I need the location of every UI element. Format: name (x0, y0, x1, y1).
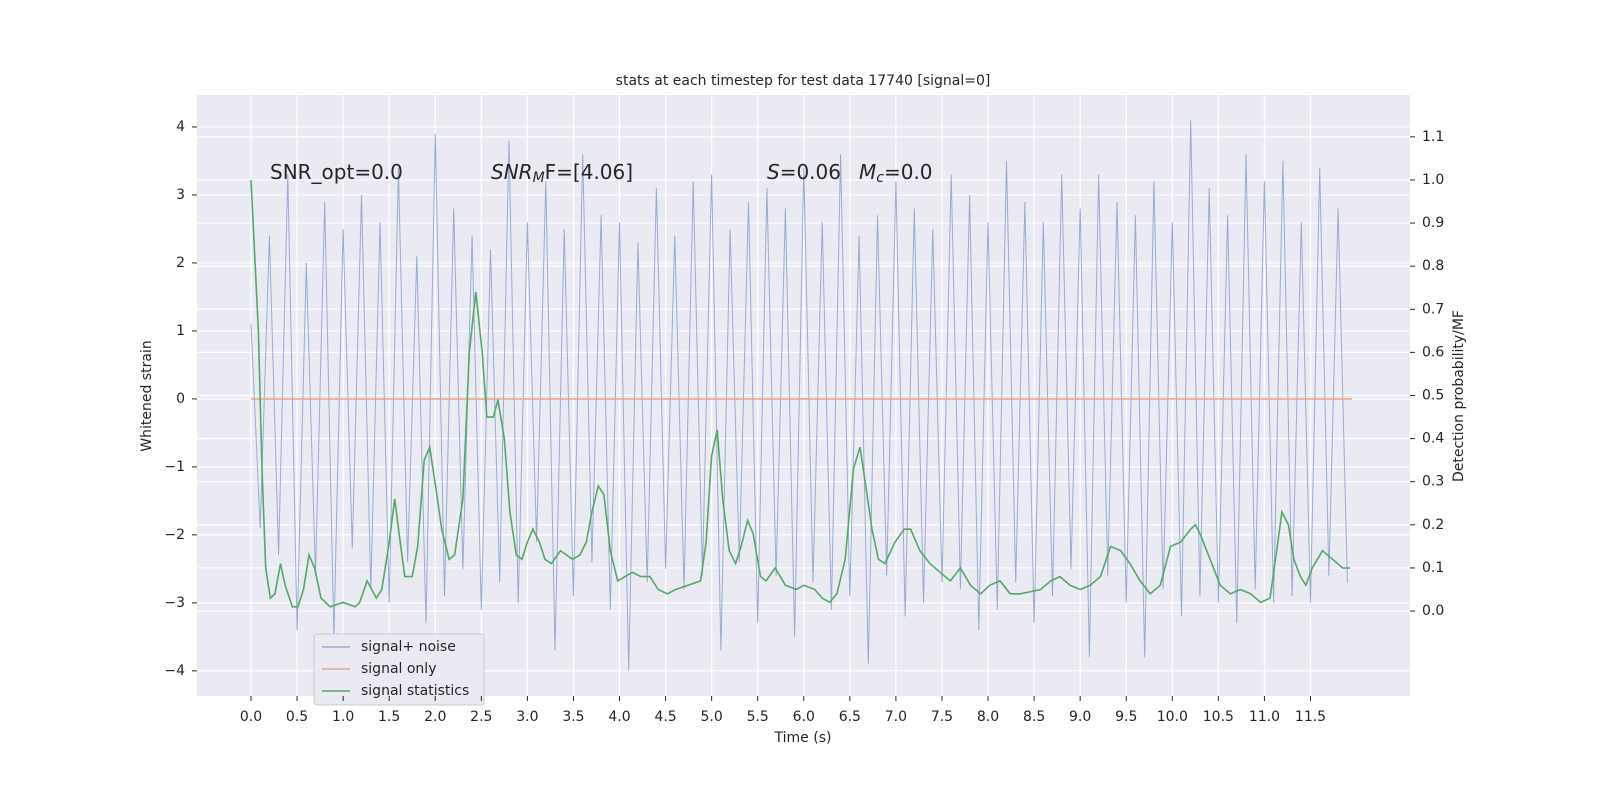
annotation-part: F=[4.06] (545, 160, 633, 184)
x-tick-label: 2.5 (470, 709, 492, 725)
x-tick-label: 3.0 (516, 709, 538, 725)
y2-tick-label: 0.9 (1422, 215, 1444, 231)
x-tick-label: 5.0 (701, 709, 723, 725)
y-tick-label: 2 (176, 255, 185, 271)
x-tick-label: 8.0 (977, 709, 999, 725)
series-line (250, 179, 1351, 608)
x-tick-label: 11.0 (1249, 709, 1280, 725)
annotations: SNR_opt=0.0 SNRMF=[4.06] S=0.06 Mc=0.0 (270, 160, 933, 187)
x-tick-label: 10.0 (1157, 709, 1188, 725)
y-tick-label: −1 (164, 459, 185, 475)
y2-axis-label: Detection probability/MF (1451, 310, 1467, 482)
y2-tick-label: 0.3 (1422, 474, 1444, 490)
y2-tick-label: 0.8 (1422, 258, 1444, 274)
x-tick-label: 0.5 (286, 709, 308, 725)
legend-label: signal statistics (361, 683, 469, 699)
x-tick-label: 7.0 (885, 709, 907, 725)
x-tick-label: 11.5 (1295, 709, 1326, 725)
x-tick-label: 4.0 (608, 709, 630, 725)
annotation-part: SNR_opt=0.0 (270, 160, 403, 184)
annotation-part: SNR (491, 160, 533, 184)
y2-tick-label: 0.2 (1422, 517, 1444, 533)
x-tick-label: 5.5 (747, 709, 769, 725)
legend-box (313, 633, 485, 706)
annotation: Mc=0.0 (859, 160, 933, 187)
x-tick-label: 7.5 (931, 709, 953, 725)
x-tick-label: 3.5 (562, 709, 584, 725)
y2-tick-label: 0.1 (1422, 560, 1444, 576)
legend: signal+ noise signal only signal statistic… (313, 633, 485, 706)
x-tick-label: 1.0 (332, 709, 354, 725)
annotation-part: =0.0 (884, 160, 933, 184)
y-tick-label: 3 (176, 187, 185, 203)
x-tick-label: 9.5 (1115, 709, 1137, 725)
x-tick-label: 8.5 (1023, 709, 1045, 725)
legend-label: signal only (361, 661, 436, 677)
y2-tick-label: 0.6 (1422, 344, 1444, 360)
y-tick-label: 1 (176, 323, 185, 339)
annotation-part: S (767, 160, 780, 184)
annotation-part: =0.06 (780, 160, 841, 184)
y-tick-label: 0 (176, 391, 185, 407)
annotation-part: M (859, 160, 876, 184)
x-tick-label: 9.0 (1069, 709, 1091, 725)
y-tick-label: −3 (164, 595, 185, 611)
x-tick-label: 2.0 (424, 709, 446, 725)
annotation: SNRMF=[4.06] (491, 160, 633, 187)
y2-tick-label: 1.1 (1422, 129, 1444, 145)
annotation-part: M (533, 170, 545, 186)
y-tick-label: −2 (164, 527, 185, 543)
x-axis-label: Time (s) (774, 730, 832, 746)
y2-tick-label: 0.0 (1422, 603, 1444, 619)
y2-tick-label: 0.4 (1422, 431, 1444, 447)
marks (250, 120, 1352, 671)
series-line (250, 120, 1348, 671)
y2-tick-label: 1.0 (1422, 172, 1444, 188)
y2-tick-label: 0.7 (1422, 301, 1444, 317)
y-tick-label: 4 (176, 119, 185, 135)
y-tick-label: −4 (164, 663, 185, 679)
y-axis-label: Whitened strain (139, 340, 155, 451)
x-tick-label: 6.0 (793, 709, 815, 725)
x-tick-label: 4.5 (654, 709, 676, 725)
annotation: SNR_opt=0.0 (270, 160, 403, 184)
legend-label: signal+ noise (361, 639, 456, 655)
y2-tick-label: 0.5 (1422, 388, 1444, 404)
annotation-part: c (876, 170, 884, 186)
x-tick-label: 6.5 (839, 709, 861, 725)
x-tick-label: 1.5 (378, 709, 400, 725)
chart-title: stats at each timestep for test data 177… (616, 73, 991, 89)
x-tick-label: 0.0 (240, 709, 262, 725)
annotation: S=0.06 (767, 160, 841, 184)
x-tick-label: 10.5 (1203, 709, 1234, 725)
